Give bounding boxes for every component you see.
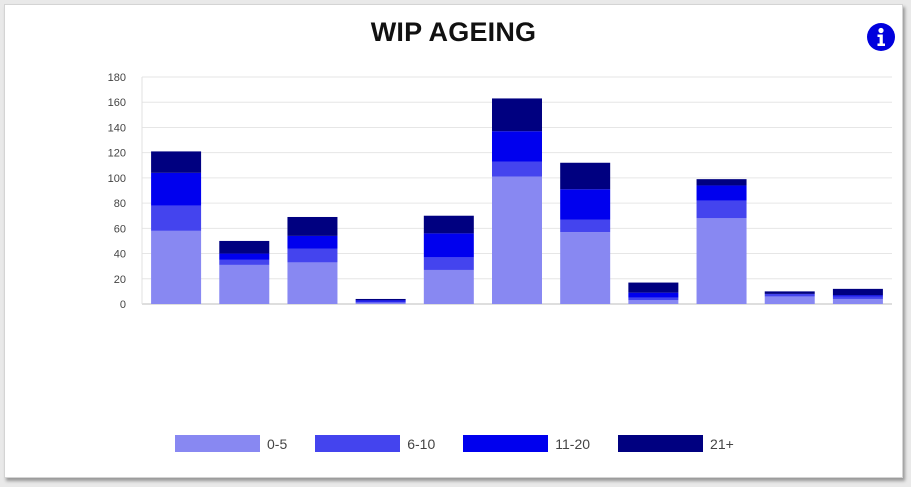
bar-segment-0-5[interactable] (832, 298, 883, 304)
bar-stack[interactable] (832, 288, 883, 304)
bar-segment-11-20[interactable] (423, 233, 474, 258)
bar-stack[interactable] (628, 282, 679, 304)
legend-label: 11-20 (555, 435, 591, 452)
y-tick-label: 60 (114, 223, 126, 235)
legend-label: 6-10 (407, 435, 436, 452)
bar-segment-21plus[interactable] (832, 288, 883, 296)
bar-segment-6-10[interactable] (628, 297, 679, 301)
bar-segment-21plus[interactable] (628, 282, 679, 293)
bar-segment-11-20[interactable] (560, 189, 611, 220)
bar-segment-21plus[interactable] (423, 215, 474, 234)
y-tick-label: 20 (114, 274, 126, 286)
bar-segment-0-5[interactable] (219, 264, 270, 304)
bar-stack[interactable] (423, 215, 474, 304)
bar-segment-21plus[interactable] (287, 216, 338, 236)
y-tick-label: 180 (108, 72, 126, 84)
chart-legend: 0-5 6-10 11-20 21+ (175, 435, 762, 452)
bar-segment-6-10[interactable] (219, 259, 270, 265)
stacked-bar-chart: 0 20 40 60 80 100 120 140 160 180 (108, 72, 892, 311)
bar-stack[interactable] (219, 240, 270, 304)
bar-segment-21plus[interactable] (560, 162, 611, 190)
legend-label: 21+ (710, 435, 734, 452)
bar-segment-21plus[interactable] (355, 298, 406, 301)
legend-swatch (175, 435, 260, 452)
y-axis: 0 20 40 60 80 100 120 140 160 180 (108, 72, 143, 311)
y-tick-label: 140 (108, 122, 126, 134)
bar-segment-21plus[interactable] (219, 240, 270, 254)
bar-segment-6-10[interactable] (151, 205, 202, 231)
y-tick-label: 100 (108, 173, 126, 185)
bar-stack[interactable] (492, 98, 542, 304)
bar-segment-11-20[interactable] (832, 295, 883, 297)
y-tick-label: 120 (108, 148, 126, 160)
bar-segment-21plus[interactable] (492, 98, 542, 132)
y-tick-label: 40 (114, 249, 126, 261)
legend-item[interactable]: 6-10 (315, 435, 435, 452)
bar-segment-11-20[interactable] (628, 292, 679, 298)
bar-segment-0-5[interactable] (423, 269, 474, 304)
bar-segment-6-10[interactable] (560, 219, 611, 233)
bar-segment-0-5[interactable] (764, 296, 815, 304)
legend-item[interactable]: 11-20 (463, 435, 590, 452)
wip-ageing-card: WIP AGEING 0 20 40 60 80 100 120 140 160 180 0-5 6… (4, 4, 903, 478)
bar-segment-6-10[interactable] (492, 161, 542, 177)
bars (151, 98, 883, 304)
bar-segment-0-5[interactable] (151, 230, 202, 304)
bar-stack[interactable] (355, 298, 406, 304)
bar-segment-6-10[interactable] (696, 200, 747, 219)
bar-segment-6-10[interactable] (423, 257, 474, 270)
y-tick-label: 160 (108, 97, 126, 109)
bar-segment-0-5[interactable] (560, 232, 611, 304)
chart-title: WIP AGEING (370, 17, 537, 47)
bar-segment-0-5[interactable] (628, 300, 679, 304)
legend-item[interactable]: 21+ (618, 435, 734, 452)
bar-segment-6-10[interactable] (287, 248, 338, 263)
bar-segment-11-20[interactable] (492, 131, 542, 162)
bar-stack[interactable] (764, 291, 815, 304)
bar-segment-0-5[interactable] (355, 302, 406, 304)
bar-stack[interactable] (560, 162, 611, 304)
bar-stack[interactable] (287, 216, 338, 304)
info-icon[interactable] (867, 23, 895, 51)
bar-stack[interactable] (151, 151, 202, 304)
legend-swatch (315, 435, 401, 452)
bar-segment-21plus[interactable] (696, 179, 747, 186)
bar-segment-21plus[interactable] (764, 291, 815, 294)
bar-segment-6-10[interactable] (355, 301, 406, 303)
bar-stack[interactable] (696, 179, 747, 304)
legend-swatch (463, 435, 549, 452)
bar-segment-6-10[interactable] (832, 296, 883, 299)
bar-segment-11-20[interactable] (219, 253, 270, 260)
bar-segment-6-10[interactable] (764, 293, 815, 297)
y-tick-label: 80 (114, 198, 126, 210)
bar-segment-0-5[interactable] (492, 176, 542, 304)
y-tick-label: 0 (120, 299, 126, 311)
bar-segment-11-20[interactable] (287, 235, 338, 249)
bar-segment-21plus[interactable] (151, 151, 202, 173)
legend-label: 0-5 (267, 435, 288, 452)
legend-swatch (618, 435, 704, 452)
legend-item[interactable]: 0-5 (175, 435, 287, 452)
bar-segment-11-20[interactable] (696, 185, 747, 201)
bar-segment-0-5[interactable] (287, 262, 338, 304)
bar-segment-0-5[interactable] (696, 218, 747, 304)
bar-segment-11-20[interactable] (151, 172, 202, 206)
bar-segment-11-20[interactable] (355, 300, 406, 302)
